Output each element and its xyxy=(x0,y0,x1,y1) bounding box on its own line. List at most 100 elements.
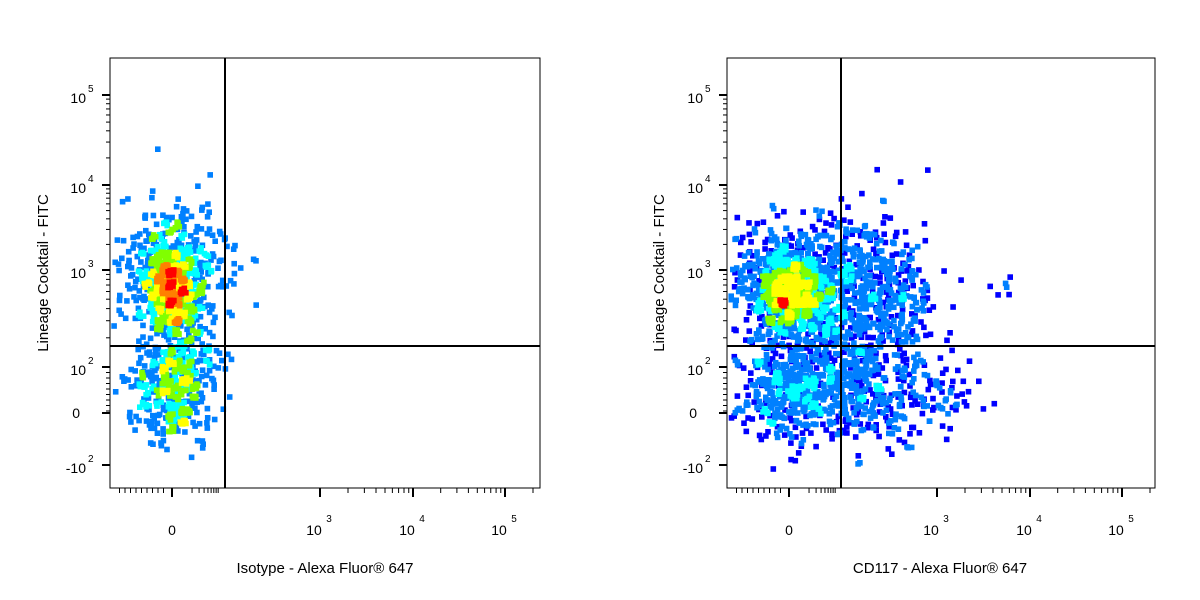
event-dot xyxy=(828,405,834,411)
event-dot xyxy=(987,284,993,290)
event-dot xyxy=(881,199,887,205)
event-dot xyxy=(152,352,158,358)
event-dot xyxy=(829,222,835,228)
event-dot xyxy=(197,358,203,364)
event-dot xyxy=(141,251,147,257)
event-dot xyxy=(1007,274,1013,280)
event-dot xyxy=(166,429,172,435)
event-dot xyxy=(921,404,927,410)
event-dot xyxy=(174,204,180,210)
event-dot xyxy=(938,405,944,411)
event-dot xyxy=(150,188,156,194)
event-dot xyxy=(189,214,195,220)
event-dot xyxy=(790,302,796,308)
event-dot xyxy=(175,196,181,202)
event-dot xyxy=(149,195,155,201)
event-dot xyxy=(227,394,233,400)
event-dot xyxy=(136,268,142,274)
event-dot xyxy=(843,335,849,341)
event-dot xyxy=(189,359,195,365)
event-dot xyxy=(740,235,746,241)
event-dot xyxy=(745,393,751,399)
event-dot xyxy=(117,298,123,304)
y-tick-exponent: 3 xyxy=(88,259,94,270)
y-tick-exponent: 3 xyxy=(705,259,711,270)
event-dot xyxy=(813,207,819,213)
event-dot xyxy=(796,239,802,245)
x-tick-label: 10 xyxy=(1016,522,1032,538)
right-y-axis-title: Lineage Cocktail - FITC xyxy=(651,194,668,352)
event-dot xyxy=(231,281,237,287)
event-dot xyxy=(168,351,174,357)
event-dot xyxy=(746,250,752,256)
event-dot xyxy=(215,265,221,271)
event-dot xyxy=(896,391,902,397)
event-dot xyxy=(194,381,200,387)
right-dot-layer xyxy=(728,167,1013,472)
event-dot xyxy=(782,432,788,438)
event-dot xyxy=(777,287,783,293)
event-dot xyxy=(171,360,177,366)
event-dot xyxy=(755,379,761,385)
event-dot xyxy=(899,297,905,303)
event-dot xyxy=(831,420,837,426)
event-dot xyxy=(901,358,907,364)
y-tick-label: 10 xyxy=(70,90,86,106)
event-dot xyxy=(160,212,166,218)
event-dot xyxy=(733,298,739,304)
event-dot xyxy=(891,241,897,247)
event-dot xyxy=(911,295,917,301)
event-dot xyxy=(161,389,167,395)
event-dot xyxy=(852,245,858,251)
event-dot xyxy=(883,311,889,317)
event-dot xyxy=(776,391,782,397)
event-dot xyxy=(795,401,801,407)
event-dot xyxy=(798,371,804,377)
event-dot xyxy=(961,379,967,385)
event-dot xyxy=(180,311,186,317)
event-dot xyxy=(849,286,855,292)
event-dot xyxy=(813,302,819,308)
event-dot xyxy=(151,296,157,302)
event-dot xyxy=(205,415,211,421)
y-tick-label: -10 xyxy=(683,460,703,476)
event-dot xyxy=(833,402,839,408)
event-dot xyxy=(229,357,235,363)
event-dot xyxy=(200,367,206,373)
event-dot xyxy=(802,270,808,276)
event-dot xyxy=(953,403,959,409)
event-dot xyxy=(182,252,188,258)
event-dot xyxy=(789,277,795,283)
event-dot xyxy=(777,325,783,331)
event-dot xyxy=(138,259,144,265)
event-dot xyxy=(904,444,910,450)
event-dot xyxy=(925,167,931,173)
event-dot xyxy=(806,284,812,290)
event-dot xyxy=(877,383,883,389)
event-dot xyxy=(120,199,126,205)
event-dot xyxy=(817,244,823,250)
event-dot xyxy=(923,333,929,339)
event-dot xyxy=(780,258,786,264)
left-y-axis-title: Lineage Cocktail - FITC xyxy=(35,194,52,352)
event-dot xyxy=(204,420,210,426)
x-tick-label: 10 xyxy=(1108,522,1124,538)
event-dot xyxy=(116,261,122,267)
event-dot xyxy=(799,283,805,289)
event-dot xyxy=(205,201,211,207)
y-tick-exponent: 4 xyxy=(88,174,94,185)
x-tick-label: 10 xyxy=(923,522,939,538)
event-dot xyxy=(879,334,885,340)
event-dot xyxy=(870,284,876,290)
event-dot xyxy=(180,378,186,384)
x-tick-label: 10 xyxy=(491,522,507,538)
x-tick-label: 10 xyxy=(306,522,322,538)
x-tick-label: 0 xyxy=(168,522,176,538)
event-dot xyxy=(863,223,869,229)
event-dot xyxy=(126,249,132,255)
event-dot xyxy=(886,446,892,452)
event-dot xyxy=(846,417,852,423)
event-dot xyxy=(813,357,819,363)
event-dot xyxy=(868,297,874,303)
event-dot xyxy=(783,331,789,337)
